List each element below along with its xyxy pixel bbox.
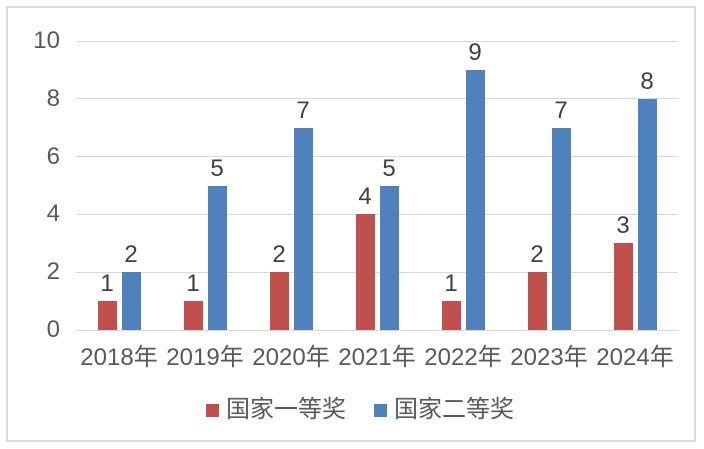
gridline (76, 40, 678, 42)
legend-item: 国家一等奖 (206, 396, 346, 424)
bar (207, 185, 227, 330)
bar (293, 127, 313, 330)
y-axis-tick-label: 4 (46, 200, 60, 228)
legend-item: 国家二等奖 (374, 396, 514, 424)
bar-value-label: 1 (100, 270, 114, 298)
legend-color-swatch-icon (206, 403, 219, 417)
bar (379, 185, 399, 330)
legend: 国家一等奖 国家二等奖 (8, 396, 704, 424)
gridline (76, 329, 678, 331)
bar-value-label: 5 (210, 154, 224, 182)
bar-value-label: 2 (124, 241, 138, 269)
bar-value-label: 1 (444, 270, 458, 298)
bar (637, 98, 657, 330)
x-axis-category-label: 2024年 (596, 344, 674, 371)
y-axis-tick-label: 8 (46, 84, 60, 112)
bar-value-label: 5 (382, 154, 396, 182)
bar-value-label: 8 (640, 67, 654, 95)
bar-value-label: 4 (358, 183, 372, 211)
gridline (76, 213, 678, 215)
bar (527, 272, 547, 330)
gridline (76, 271, 678, 273)
legend-label: 国家二等奖 (394, 396, 514, 423)
bar (121, 272, 141, 330)
bar (97, 301, 117, 330)
y-axis-tick-label: 6 (46, 142, 60, 170)
legend-label: 国家一等奖 (226, 396, 346, 423)
bar-value-label: 9 (468, 38, 482, 66)
x-axis-category-label: 2019年 (166, 344, 244, 371)
x-axis-category-label: 2022年 (424, 344, 502, 371)
bar (551, 127, 571, 330)
bar-value-label: 3 (616, 212, 630, 240)
bar (613, 243, 633, 330)
y-axis-tick-label: 0 (46, 316, 60, 343)
bar (355, 214, 375, 330)
bar (465, 69, 485, 330)
bar-value-label: 1 (186, 270, 200, 298)
x-axis-category-label: 2021年 (338, 344, 416, 371)
y-axis-tick-label: 2 (46, 258, 60, 286)
x-axis-category-label: 2020年 (252, 344, 330, 371)
legend-color-swatch-icon (374, 403, 387, 417)
bar (269, 272, 289, 330)
bar (441, 301, 461, 330)
gridline (76, 156, 678, 158)
x-axis-category-label: 2018年 (80, 344, 158, 371)
bar (183, 301, 203, 330)
y-axis-tick-label: 10 (33, 27, 60, 54)
x-axis-category-label: 2023年 (510, 344, 588, 371)
bar-value-label: 7 (554, 96, 568, 124)
gridline (76, 98, 678, 100)
bar-value-label: 2 (272, 241, 286, 269)
bar-value-label: 7 (296, 96, 310, 124)
bar-value-label: 2 (530, 241, 544, 269)
